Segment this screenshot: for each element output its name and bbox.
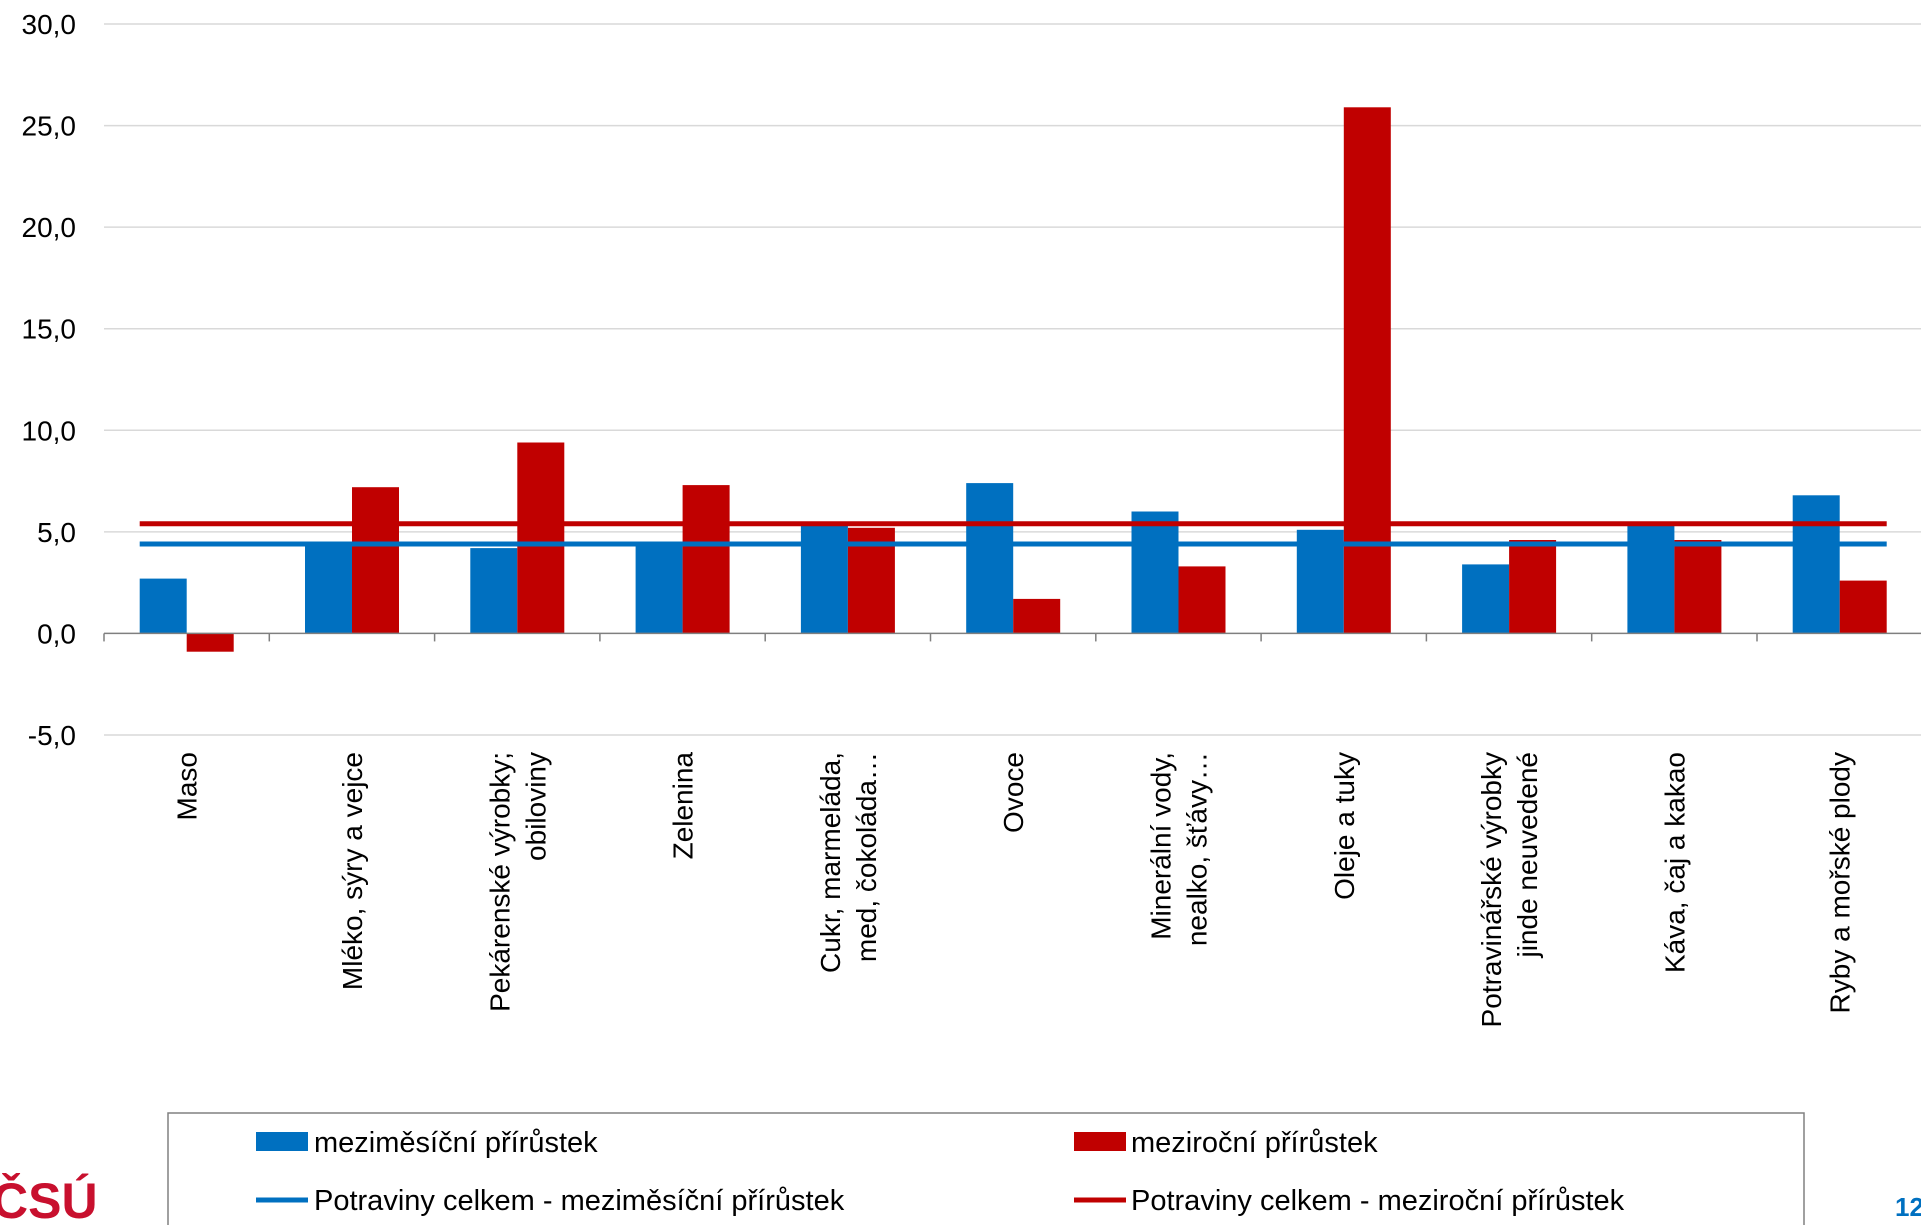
category-label-line: med, čokoláda… [851, 752, 882, 962]
bar-monthly [800, 523, 848, 634]
category-label-line: obiloviny [520, 752, 551, 861]
bar-yearly [1178, 566, 1226, 634]
page-number: 12 [1895, 1192, 1921, 1222]
bar-yearly [1013, 598, 1061, 634]
grid-layer [104, 23, 1921, 736]
y-tick-label: 5,0 [37, 517, 76, 548]
category-label-line: Mléko, sýry a vejce [337, 752, 368, 990]
legend-label-yearly-bar: meziroční přírůstek [1131, 1127, 1378, 1159]
bar-yearly [682, 485, 730, 634]
category-label-line: Ryby a mořské plody [1825, 752, 1856, 1013]
legend-label-monthly-line: Potraviny celkem - meziměsíční přírůstek [314, 1185, 845, 1217]
category-label: Oleje a tuky [1329, 752, 1360, 900]
y-tick-label: 25,0 [22, 111, 77, 142]
bar-yearly [1674, 540, 1722, 634]
y-tick-label: -5,0 [28, 720, 76, 751]
bar-monthly [1792, 495, 1840, 634]
bar-monthly [139, 578, 187, 634]
y-tick-label: 15,0 [22, 314, 77, 345]
category-label: Maso [172, 752, 203, 820]
bar-monthly [635, 542, 683, 634]
y-tick-label: 20,0 [22, 212, 77, 243]
bar-yearly [1509, 540, 1557, 634]
category-label: Zelenina [668, 752, 699, 860]
category-label-line: Káva, čaj a kakao [1659, 752, 1690, 973]
bar-monthly [1296, 529, 1344, 634]
category-label: Pekárenské výrobky; obiloviny [484, 752, 551, 1012]
category-label-line: Pekárenské výrobky; [484, 752, 515, 1012]
category-label: Potravinářské výrobky jinde neuvedené [1476, 752, 1543, 1027]
bar-monthly [305, 544, 352, 634]
category-label: Cukr, marmeláda, med, čokoláda… [815, 752, 882, 973]
bar-monthly [1462, 564, 1510, 634]
bar-monthly [966, 483, 1014, 634]
y-tick-label: 10,0 [22, 415, 77, 446]
bar-yearly [1839, 580, 1887, 634]
bar-yearly [352, 487, 399, 634]
category-label-line: Ovoce [998, 752, 1029, 833]
y-axis-tick-labels: -5,0 0,0 5,0 10,0 15,0 20,0 25,0 30,0 [22, 9, 77, 751]
legend-swatch-monthly-bar [256, 1132, 308, 1151]
category-label-line: nealko, šťávy… [1182, 752, 1213, 946]
category-label: Minerální vody, nealko, šťávy… [1146, 752, 1213, 946]
category-label: Ryby a mořské plody [1825, 752, 1856, 1013]
bar-layer [139, 107, 1887, 652]
legend-label-monthly-bar: meziměsíční přírůstek [314, 1127, 598, 1159]
bar-monthly [1627, 523, 1675, 634]
line-layer [139, 521, 1887, 547]
category-label-line: Maso [172, 752, 203, 820]
y-tick-label: 30,0 [22, 9, 77, 40]
bar-yearly [517, 442, 565, 634]
bar-monthly [470, 548, 518, 634]
category-label-line: jinde neuvedené [1512, 752, 1543, 959]
category-label: Mléko, sýry a vejce [337, 752, 368, 990]
legend-label-yearly-line: Potraviny celkem - meziroční přírůstek [1131, 1185, 1625, 1217]
bar-yearly [1343, 107, 1391, 634]
category-labels: Maso Mléko, sýry a vejce Pekárenské výrobk… [172, 752, 1856, 1028]
csu-logo: ČSÚ [0, 1172, 98, 1225]
category-label: Káva, čaj a kakao [1659, 752, 1690, 973]
category-label-line: Potravinářské výrobky [1476, 752, 1507, 1027]
category-label-line: Oleje a tuky [1329, 752, 1360, 900]
x-axis [103, 632, 1921, 642]
category-label-line: Cukr, marmeláda, [815, 752, 846, 973]
bar-monthly [1131, 511, 1179, 634]
category-label-line: Minerální vody, [1146, 752, 1177, 940]
bar-yearly [186, 633, 234, 652]
category-label: Ovoce [998, 752, 1029, 833]
legend-frame [167, 1112, 1805, 1225]
y-tick-label: 0,0 [37, 618, 76, 649]
legend: meziměsíční přírůstek meziroční přírůste… [167, 1112, 1805, 1225]
category-label-line: Zelenina [668, 752, 699, 860]
legend-swatch-yearly-bar [1074, 1132, 1126, 1151]
